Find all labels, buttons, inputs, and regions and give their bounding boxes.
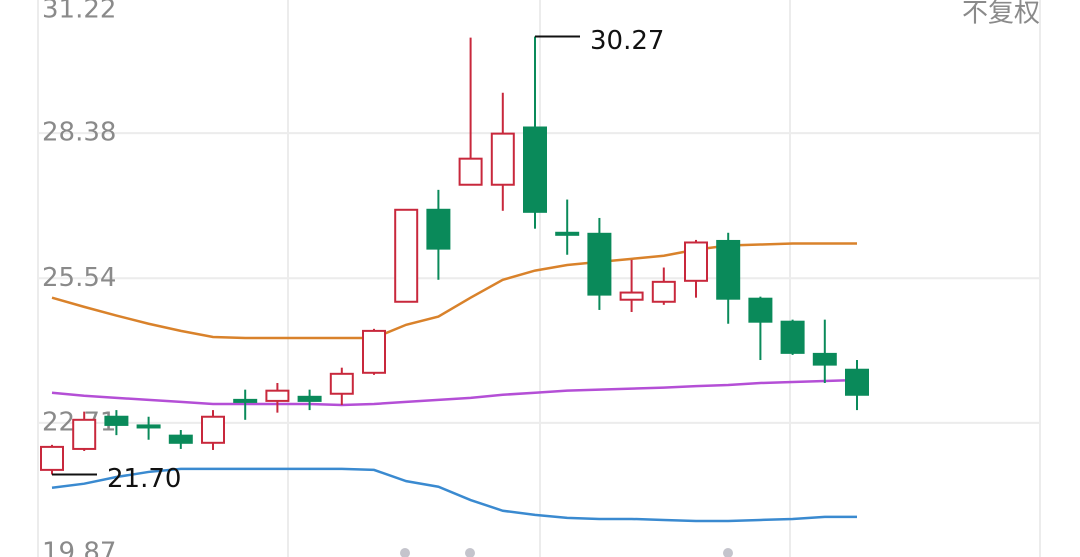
ma-line xyxy=(51,378,858,407)
annotation-label: 21.70 xyxy=(107,464,181,494)
candle-body xyxy=(168,434,193,444)
marker-dot xyxy=(465,548,475,557)
candle-body xyxy=(845,368,869,396)
y-tick-label: 19.87 xyxy=(42,538,116,557)
candle-body xyxy=(812,352,837,366)
candle-body xyxy=(748,297,773,323)
candle-body xyxy=(136,424,161,429)
candle-body xyxy=(716,239,741,300)
y-tick-label: 31.22 xyxy=(42,0,116,25)
candle-body xyxy=(297,395,322,402)
candle-body xyxy=(555,231,580,236)
candle-body xyxy=(394,208,419,303)
ma-line xyxy=(51,467,857,523)
candle-body xyxy=(40,445,64,471)
candle-body xyxy=(426,208,451,250)
marker-dot xyxy=(723,548,733,557)
candle-body xyxy=(619,291,644,301)
y-tick-label: 25.54 xyxy=(42,263,116,293)
y-tick-label: 28.38 xyxy=(42,118,116,148)
candle-body xyxy=(684,241,708,282)
candle-body xyxy=(265,389,290,402)
adjust-label[interactable]: 不复权 xyxy=(962,0,1040,29)
candle-body xyxy=(490,132,515,186)
marker-dot xyxy=(400,548,410,557)
candle-body xyxy=(201,415,225,444)
candle-body xyxy=(651,280,676,303)
candle-body xyxy=(329,372,354,395)
candle-body xyxy=(780,320,805,354)
candle-body xyxy=(104,415,129,426)
annotation-label: 30.27 xyxy=(590,26,664,56)
candle-body xyxy=(233,398,258,403)
candle-body xyxy=(362,329,386,374)
candle-body xyxy=(458,157,483,186)
candle-body xyxy=(523,126,547,213)
candle-body xyxy=(587,232,612,296)
candle-body xyxy=(72,418,97,450)
